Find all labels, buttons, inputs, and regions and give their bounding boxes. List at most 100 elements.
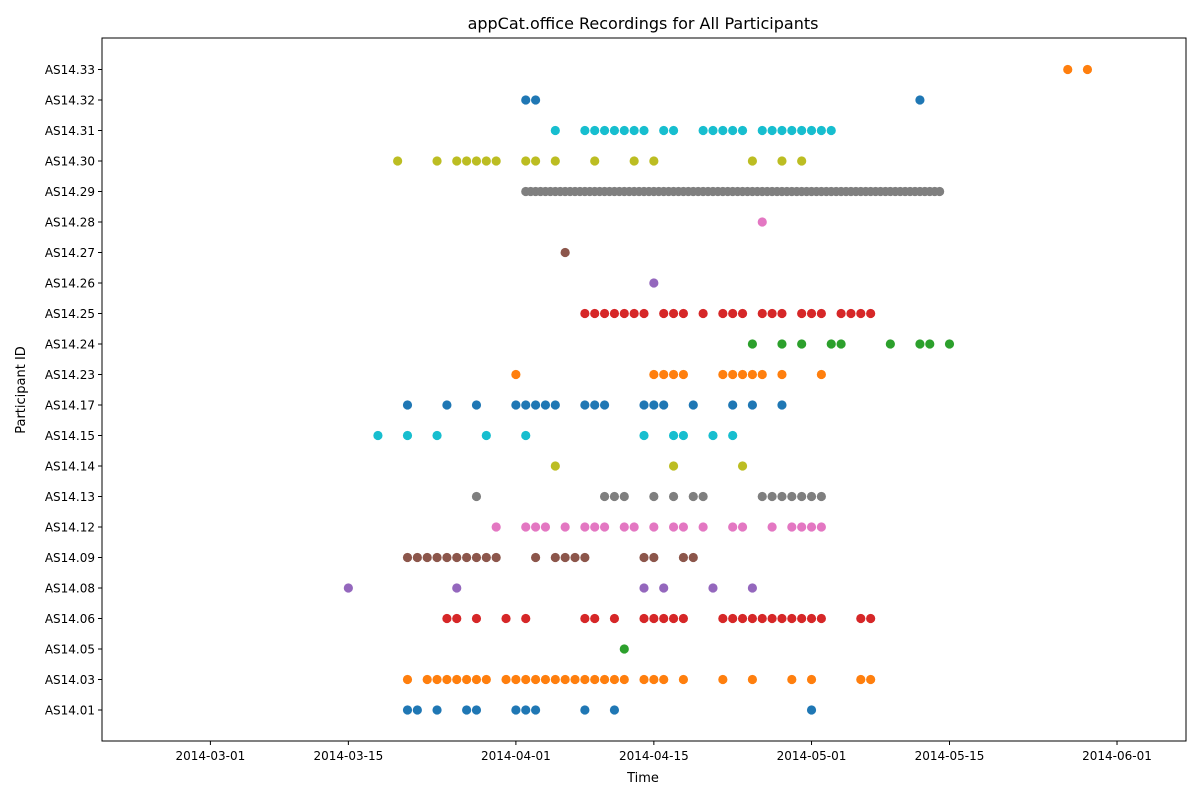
data-point <box>471 156 482 166</box>
data-point <box>629 522 639 532</box>
data-point <box>659 369 669 380</box>
data-point <box>866 613 876 624</box>
data-point <box>678 613 689 624</box>
data-point <box>668 461 679 471</box>
data-point <box>1082 64 1093 75</box>
data-point <box>649 522 659 532</box>
data-point <box>777 308 787 319</box>
data-point <box>619 522 629 532</box>
data-point <box>442 552 452 563</box>
data-point <box>767 522 777 532</box>
data-point <box>915 95 925 105</box>
data-point <box>728 369 738 380</box>
y-tick-label: AS14.32 <box>45 94 95 108</box>
data-point <box>737 125 748 136</box>
data-point <box>915 339 925 349</box>
y-tick-label: AS14.23 <box>45 368 95 382</box>
data-point <box>521 430 531 441</box>
data-point <box>609 613 620 624</box>
data-point <box>698 491 708 502</box>
points-layer <box>343 64 1093 715</box>
data-point <box>511 705 521 715</box>
data-point <box>728 430 738 441</box>
y-tick-label: AS14.17 <box>45 399 95 413</box>
data-point <box>797 491 807 502</box>
x-tick-label: 2014-03-01 <box>176 749 246 763</box>
y-tick-label: AS14.06 <box>45 612 95 626</box>
data-point <box>531 552 541 563</box>
data-point <box>797 125 807 136</box>
data-point <box>402 400 413 410</box>
data-point <box>491 552 501 563</box>
data-point <box>826 125 836 136</box>
data-point <box>481 552 491 563</box>
data-point <box>649 400 659 410</box>
data-point <box>639 613 649 624</box>
data-point <box>511 369 521 380</box>
data-point <box>708 583 718 593</box>
data-point <box>432 156 442 166</box>
y-tick-label: AS14.31 <box>45 124 95 138</box>
data-point <box>816 522 826 532</box>
data-point <box>462 552 472 563</box>
data-point <box>767 491 777 502</box>
data-point <box>728 308 738 319</box>
data-point <box>471 491 482 502</box>
data-point <box>649 552 659 563</box>
data-point <box>531 156 541 166</box>
y-tick-label: AS14.09 <box>45 551 95 565</box>
data-point <box>649 369 659 380</box>
data-point <box>373 430 383 441</box>
data-point <box>432 430 442 441</box>
data-point <box>540 522 551 532</box>
data-point <box>471 705 482 715</box>
data-point <box>718 674 728 685</box>
data-point <box>521 522 531 532</box>
data-point <box>688 552 698 563</box>
data-point <box>806 674 817 685</box>
data-point <box>747 369 758 380</box>
data-point <box>806 705 817 715</box>
data-point <box>442 674 452 685</box>
data-point <box>816 125 826 136</box>
y-tick-label: AS14.26 <box>45 277 95 291</box>
data-point <box>511 674 521 685</box>
data-point <box>806 125 817 136</box>
data-point <box>935 186 945 197</box>
data-point <box>925 339 935 349</box>
data-point <box>649 491 659 502</box>
data-point <box>531 95 541 105</box>
data-point <box>491 522 501 532</box>
data-point <box>560 552 570 563</box>
data-point <box>412 552 422 563</box>
data-point <box>747 674 758 685</box>
data-point <box>462 674 472 685</box>
data-point <box>550 125 560 136</box>
data-point <box>521 400 531 410</box>
data-point <box>668 430 679 441</box>
y-tick-label: AS14.05 <box>45 643 95 657</box>
data-point <box>806 522 817 532</box>
data-point <box>659 583 669 593</box>
data-point <box>816 369 826 380</box>
data-point <box>580 705 590 715</box>
data-point <box>599 491 610 502</box>
data-point <box>609 125 620 136</box>
data-point <box>422 552 432 563</box>
data-point <box>619 674 629 685</box>
data-point <box>757 125 767 136</box>
data-point <box>659 125 669 136</box>
data-point <box>452 156 462 166</box>
data-point <box>856 674 866 685</box>
data-point <box>649 613 659 624</box>
y-tick-label: AS14.25 <box>45 307 95 321</box>
data-point <box>718 613 728 624</box>
data-point <box>787 491 797 502</box>
data-point <box>777 156 787 166</box>
data-point <box>728 125 738 136</box>
data-point <box>728 613 738 624</box>
data-point <box>944 339 955 349</box>
data-point <box>471 613 482 624</box>
data-point <box>737 369 748 380</box>
